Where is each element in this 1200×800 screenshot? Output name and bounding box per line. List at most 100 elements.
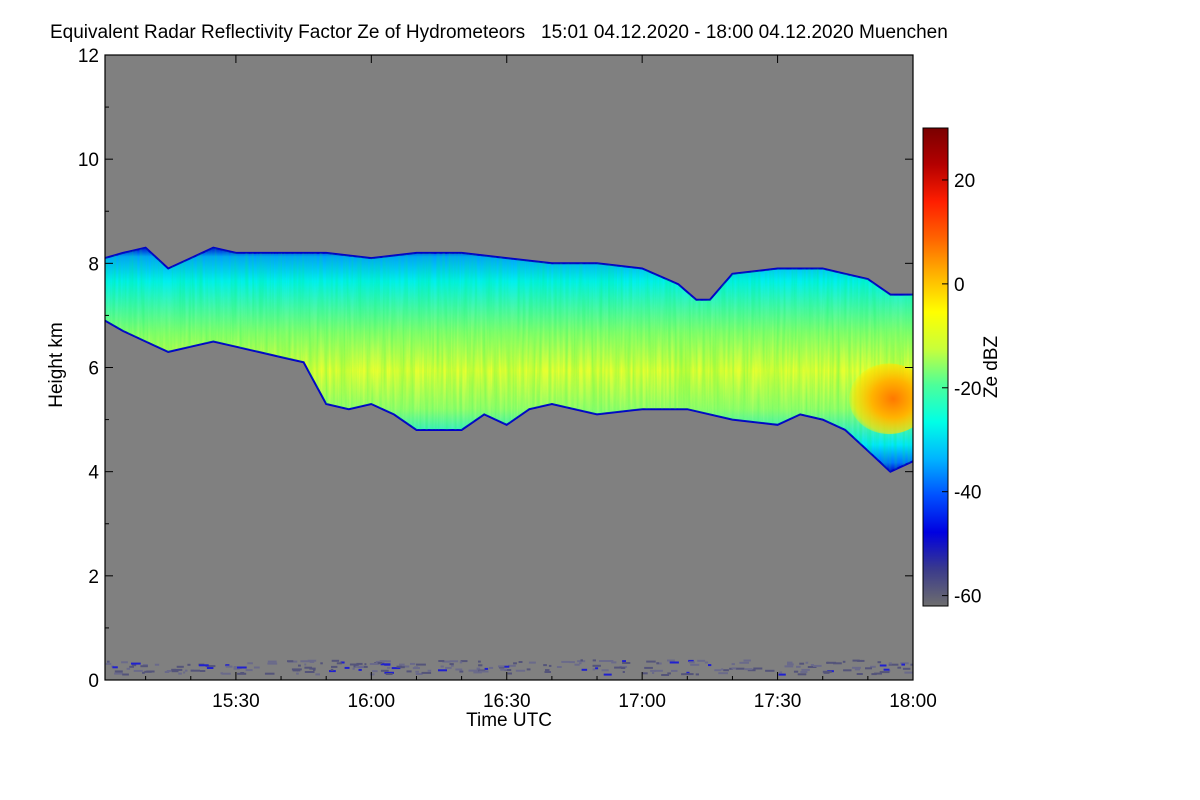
clutter-speck — [296, 672, 299, 675]
y-tick-label: 12 — [78, 46, 99, 67]
clutter-speck — [133, 669, 143, 672]
clutter-speck — [385, 660, 391, 663]
clutter-speck — [888, 669, 891, 672]
clutter-speck — [543, 664, 547, 667]
clutter-speck — [765, 669, 775, 672]
clutter-speck — [526, 668, 531, 671]
clutter-speck — [187, 663, 191, 666]
clutter-speck — [592, 664, 601, 667]
clutter-speck — [387, 666, 391, 669]
clutter-speck — [865, 667, 872, 670]
clutter-speck — [787, 661, 793, 664]
clutter-speck — [225, 664, 230, 667]
clutter-speck — [233, 667, 240, 670]
clutter-speck — [561, 660, 570, 663]
clutter-speck — [871, 673, 877, 676]
clutter-speck — [714, 669, 722, 672]
clutter-speck — [507, 672, 512, 675]
clutter-speck — [910, 663, 913, 666]
clutter-speck — [690, 663, 700, 666]
clutter-speck — [385, 673, 393, 675]
clutter-speck — [438, 669, 447, 672]
clutter-speck — [267, 660, 277, 663]
clutter-speck — [579, 662, 582, 665]
clutter-speck — [744, 668, 753, 671]
ground-clutter — [105, 659, 913, 676]
clutter-speck — [888, 662, 892, 665]
clutter-speck — [799, 662, 805, 665]
clutter-speck — [681, 673, 685, 676]
colorbar-ticks: 20 0 -20 -40 -60 — [942, 171, 981, 608]
clutter-speck — [200, 670, 206, 672]
clutter-speck — [131, 663, 134, 666]
clutter-speck — [478, 660, 481, 663]
clutter-speck — [198, 664, 209, 667]
clutter-speck — [556, 666, 562, 668]
period-text: 15:01 04.12.2020 - 18:00 04.12.2020 — [541, 22, 854, 43]
clutter-speck — [900, 662, 909, 665]
clutter-speck — [654, 669, 663, 672]
clutter-speck — [697, 659, 706, 662]
clutter-speck — [601, 669, 609, 672]
clutter-speck — [206, 667, 214, 669]
x-tick-label: 17:00 — [618, 691, 666, 712]
clutter-speck — [851, 666, 861, 669]
clutter-speck — [515, 669, 526, 672]
clutter-speck — [304, 663, 307, 666]
colorbar-tick-label: -20 — [954, 379, 981, 400]
clutter-speck — [221, 672, 231, 675]
clutter-speck — [205, 665, 216, 668]
clutter-speck — [784, 665, 794, 668]
clutter-speck — [888, 663, 899, 666]
clutter-speck — [171, 668, 176, 671]
clutter-speck — [667, 659, 675, 662]
clutter-speck — [313, 668, 316, 671]
clutter-speck — [144, 670, 152, 673]
clutter-speck — [427, 669, 432, 672]
clutter-speck — [902, 667, 911, 670]
clutter-speck — [355, 665, 364, 668]
clutter-speck — [176, 665, 184, 668]
clutter-speck — [854, 668, 861, 671]
clutter-speck — [504, 669, 512, 671]
clutter-speck — [489, 666, 494, 669]
clutter-speck — [460, 660, 468, 663]
clutter-speck — [883, 668, 890, 671]
clutter-speck — [304, 666, 312, 669]
y-axis-label: Height km — [46, 322, 67, 408]
clutter-speck — [380, 669, 389, 672]
clutter-speck — [416, 663, 426, 666]
clutter-speck — [114, 672, 123, 675]
clutter-speck — [174, 668, 183, 671]
clutter-speck — [331, 659, 340, 662]
clutter-speck — [718, 672, 728, 675]
clutter-speck — [399, 663, 405, 666]
clutter-speck — [569, 661, 575, 664]
clutter-speck — [592, 659, 596, 662]
x-tick-label: 17:30 — [754, 691, 802, 712]
clutter-speck — [778, 673, 786, 676]
clutter-speck — [330, 668, 334, 671]
plot-content — [105, 246, 913, 676]
clutter-speck — [646, 660, 656, 663]
clutter-speck — [340, 661, 345, 664]
clutter-speck — [122, 673, 129, 676]
clutter-speck — [861, 659, 865, 662]
clutter-speck — [508, 664, 516, 667]
clutter-speck — [813, 664, 822, 667]
clutter-speck — [879, 664, 887, 667]
cloud-streaks — [105, 247, 913, 472]
clutter-speck — [644, 666, 653, 669]
clutter-speck — [807, 666, 817, 668]
clutter-speck — [721, 668, 724, 671]
clutter-speck — [304, 671, 315, 673]
clutter-speck — [671, 669, 678, 672]
clutter-speck — [599, 660, 607, 662]
clutter-speck — [796, 665, 801, 668]
clutter-speck — [309, 667, 316, 670]
clutter-speck — [178, 672, 182, 675]
clutter-speck — [264, 672, 275, 675]
clutter-speck — [805, 661, 809, 664]
y-tick-label: 2 — [88, 567, 99, 588]
